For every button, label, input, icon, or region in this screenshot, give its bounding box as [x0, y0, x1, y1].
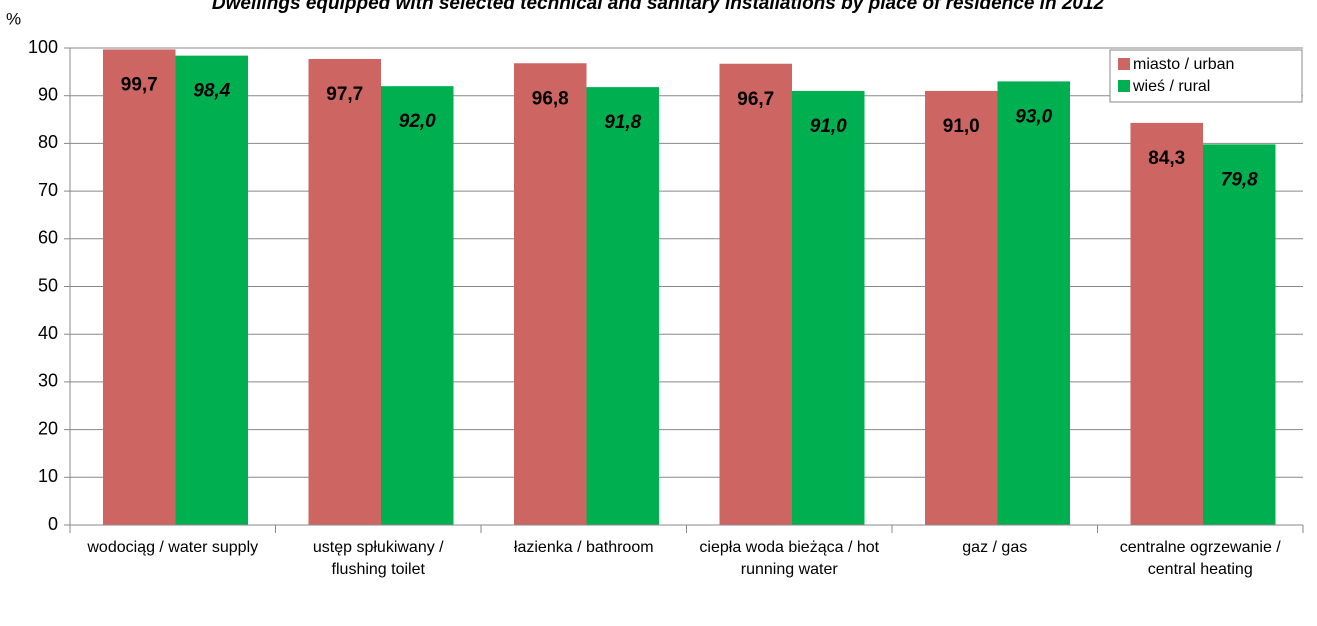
- bar: [997, 81, 1070, 525]
- x-tick-label: wodociąg / water supply: [87, 539, 259, 556]
- data-label: 96,7: [737, 89, 774, 110]
- data-label: 97,7: [326, 84, 363, 105]
- y-tick-label: 80: [38, 132, 58, 152]
- y-tick-label: 20: [38, 418, 58, 438]
- bar: [925, 90, 998, 526]
- legend-box: [1109, 49, 1303, 103]
- bar: [175, 55, 248, 526]
- data-label: 79,8: [1221, 169, 1258, 190]
- data-label: 99,7: [121, 74, 158, 95]
- bar: [308, 58, 381, 525]
- y-tick-label: 100: [28, 37, 58, 57]
- x-tick-label: gaz / gas: [962, 539, 1028, 556]
- y-tick-label: 10: [38, 466, 58, 486]
- y-tick-label: 70: [38, 180, 58, 200]
- data-label: 92,0: [399, 111, 436, 132]
- x-tick-label: ciepła woda bieżąca / hot running water: [699, 539, 880, 578]
- y-tick-label: 0: [48, 514, 58, 534]
- legend-swatch: [1118, 58, 1130, 70]
- y-tick-label: 90: [38, 84, 58, 104]
- data-label: 98,4: [193, 81, 230, 102]
- legend-label: wieś / rural: [1132, 78, 1210, 95]
- bar: [1203, 144, 1276, 525]
- legend-label: miasto / urban: [1133, 56, 1234, 73]
- bar: [586, 87, 659, 525]
- bar: [514, 63, 587, 525]
- y-axis-label: %: [6, 9, 21, 28]
- bar: [1130, 122, 1203, 525]
- data-label: 93,0: [1015, 106, 1052, 127]
- y-tick-label: 50: [38, 275, 58, 295]
- y-tick-label: 30: [38, 371, 58, 391]
- legend-swatch: [1118, 80, 1130, 92]
- bar: [792, 90, 865, 526]
- x-tick-label: centralne ogrzewanie / central heating: [1119, 539, 1281, 578]
- data-label: 91,0: [943, 116, 980, 137]
- x-tick-label: łazienka / bathroom: [513, 539, 654, 556]
- y-tick-label: 40: [38, 323, 58, 343]
- bar: [103, 49, 176, 525]
- chart-title: Dwellings equipped with selected technic…: [212, 0, 1105, 14]
- x-tick-label: ustęp spłukiwany / flushing toilet: [312, 539, 444, 578]
- bar: [719, 63, 792, 526]
- data-label: 96,8: [532, 88, 569, 109]
- data-label: 91,8: [604, 112, 641, 133]
- data-label: 91,0: [810, 116, 847, 137]
- bar: [381, 86, 454, 525]
- y-tick-label: 60: [38, 228, 58, 248]
- data-label: 84,3: [1148, 148, 1185, 169]
